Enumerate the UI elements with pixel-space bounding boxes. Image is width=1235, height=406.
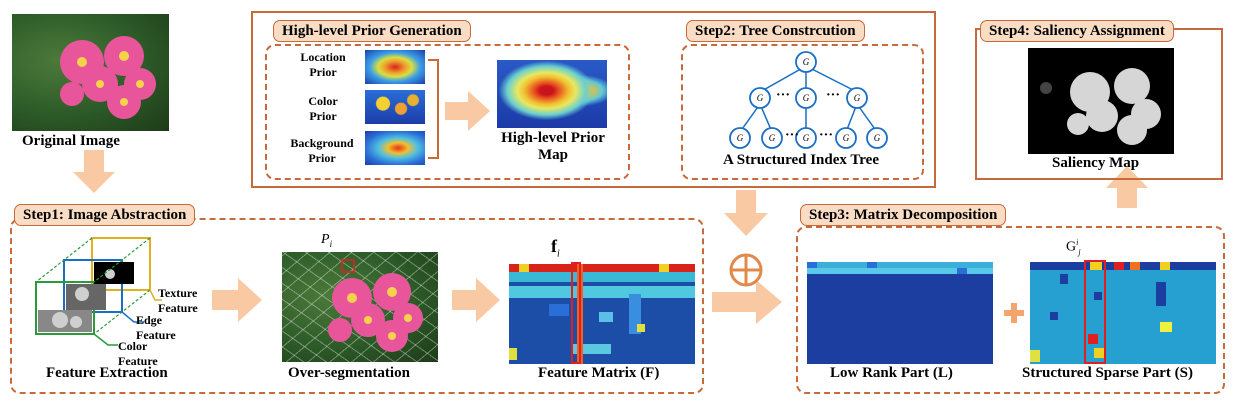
tree-dots-3: ··· <box>785 128 800 143</box>
feature-matrix <box>509 262 695 364</box>
step1-box <box>10 218 704 394</box>
arrow-oversegmentation-to-matrix <box>452 278 500 322</box>
low-rank-label: Low Rank Part (L) <box>830 365 953 381</box>
color-prior-image <box>365 90 425 124</box>
gj-letter: G <box>1066 239 1077 255</box>
feature-extraction-label: Feature Extraction <box>46 365 168 381</box>
location-prior-label: Location Prior <box>300 50 346 79</box>
sparse-column-highlight <box>1084 260 1106 364</box>
gj-label: Gij <box>1066 238 1081 256</box>
step4-title: Step4: Saliency Assignment <box>980 20 1174 42</box>
tree-dots-4: ··· <box>819 128 834 143</box>
tree-dots-2: ··· <box>826 88 841 103</box>
fi-letter: f <box>551 236 557 256</box>
tree-dots-1: ··· <box>776 88 791 103</box>
color-prior-label: Color Prior <box>308 94 338 123</box>
edge-feature-label: Edge Feature <box>136 313 176 342</box>
gj-superscript: i <box>1076 238 1079 247</box>
pi-label: Pi <box>321 232 332 249</box>
prior-generation-title: High-level Prior Generation <box>273 20 471 42</box>
tree-caption: A Structured Index Tree <box>723 152 879 168</box>
color-feature-label: Color Feature <box>118 339 158 368</box>
background-prior-image <box>365 131 425 165</box>
step2-title: Step2: Tree Constrcution <box>686 20 865 42</box>
texture-feature-label: Texture Feature <box>158 286 198 315</box>
prior-generation-box <box>265 44 630 180</box>
pi-subscript: i <box>329 238 333 249</box>
arrow-to-decomposition <box>712 280 782 324</box>
saliency-map-label: Saliency Map <box>1052 155 1140 171</box>
fi-subscript: i <box>557 248 560 260</box>
arrow-extraction-to-oversegmentation <box>212 278 262 322</box>
oversegmentation-label: Over-segmentation <box>288 365 410 381</box>
location-prior-image <box>365 50 425 84</box>
tree-box <box>681 44 924 180</box>
step1-title: Step1: Image Abstraction <box>14 204 196 226</box>
oversegmentation-image <box>282 252 438 362</box>
step3-title: Step3: Matrix Decomposition <box>800 204 1007 226</box>
high-level-prior-map <box>497 60 607 128</box>
original-image-label: Original Image <box>22 133 120 149</box>
arrow-up-to-saliency <box>1106 166 1148 208</box>
arrow-prior-to-map <box>445 91 490 131</box>
arrow-tree-down <box>724 190 768 236</box>
pi-letter: P <box>321 232 330 247</box>
prior-tree-frame <box>251 11 936 188</box>
plus-icon <box>1004 303 1024 323</box>
arrow-down-original <box>73 150 115 193</box>
gj-subscript: j <box>1078 247 1081 257</box>
fi-label: fi <box>551 236 560 260</box>
feature-column-highlight <box>571 262 581 364</box>
step3-box <box>796 226 1225 394</box>
feature-matrix-label: Feature Matrix (F) <box>538 365 660 381</box>
low-rank-matrix <box>807 262 993 364</box>
sparse-label: Structured Sparse Part (S) <box>1022 365 1193 381</box>
original-image <box>12 14 169 131</box>
sparse-matrix <box>1030 260 1216 364</box>
background-prior-label: Background Prior <box>290 136 354 165</box>
saliency-map-image <box>1028 48 1174 154</box>
prior-map-label: High-level Prior Map <box>501 130 605 163</box>
